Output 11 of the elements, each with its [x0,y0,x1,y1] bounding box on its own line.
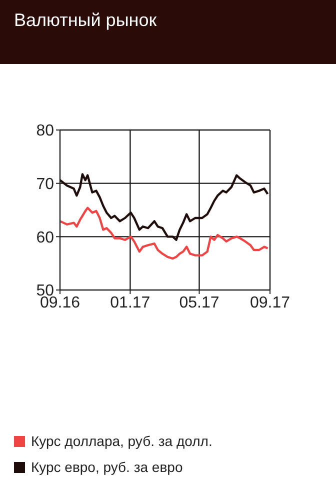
y-tick-label: 80 [36,122,54,140]
y-tick-label: 60 [36,229,54,246]
line-series [60,173,269,241]
legend-label: Курс доллара, руб. за долл. [31,432,212,451]
x-tick-label: 09.17 [250,294,290,312]
x-tick-label: 01.17 [110,294,150,312]
x-tick-label: 05.17 [179,294,220,312]
legend-label: Курс евро, руб. за евро [31,458,183,477]
y-tick-label: 70 [36,176,54,194]
chart-title: Валютный рынок [0,0,336,64]
line-series [60,206,269,260]
